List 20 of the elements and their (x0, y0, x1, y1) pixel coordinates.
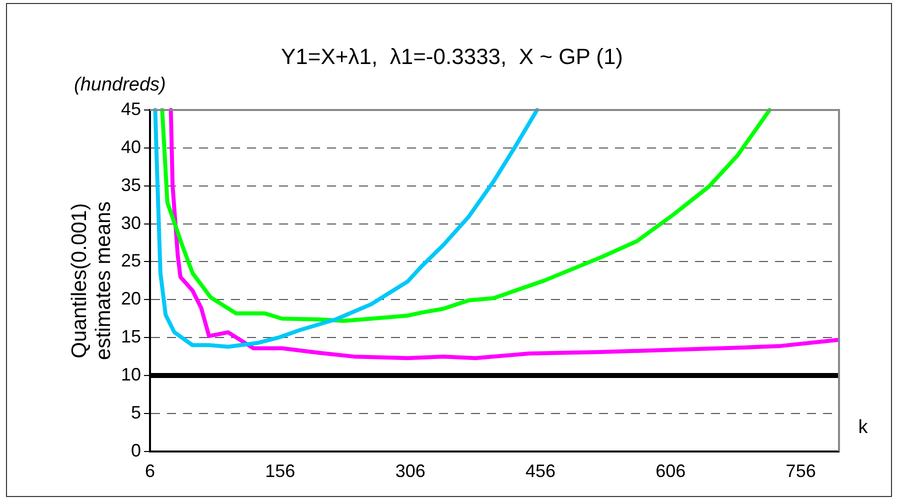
x-tick-label: 606 (656, 461, 686, 482)
x-tick-label: 756 (786, 461, 816, 482)
y-tick-label: 45 (120, 98, 142, 119)
x-tick-label: 6 (145, 461, 156, 482)
y-tick-label: 30 (120, 212, 142, 233)
y-tick-label: 0 (131, 440, 142, 460)
x-tick-label: 456 (525, 461, 556, 482)
y-tick-label: 40 (120, 136, 142, 157)
y-tick-label: 10 (120, 364, 142, 384)
x-tick-label: 156 (265, 461, 296, 482)
x-tick-label: 306 (395, 461, 426, 482)
y-tick-label: 25 (120, 250, 142, 271)
y-axis-title: Quantiles(0.001) estimates means (68, 201, 115, 360)
y-tick-label: 35 (120, 174, 142, 195)
chart-title: Y1=X+λ1, λ1=-0.3333, X ~ GP (1) (280, 44, 624, 70)
text: (hundreds) (74, 74, 166, 96)
y-tick-label: 20 (120, 288, 142, 309)
y-tick-label: 5 (131, 402, 142, 422)
y-tick-label: 15 (120, 326, 142, 347)
x-axis-title: k (858, 417, 868, 438)
